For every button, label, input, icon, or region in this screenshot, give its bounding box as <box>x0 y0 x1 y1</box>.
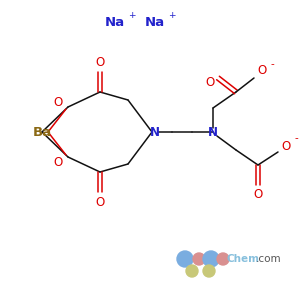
Text: Na: Na <box>105 16 125 28</box>
Circle shape <box>193 253 205 265</box>
Text: O: O <box>95 56 105 68</box>
Circle shape <box>186 265 198 277</box>
Text: N: N <box>208 125 218 139</box>
Text: O: O <box>53 155 63 169</box>
Text: .com: .com <box>256 254 282 264</box>
Circle shape <box>203 251 219 267</box>
Text: +: + <box>128 11 136 20</box>
Text: O: O <box>206 76 214 88</box>
Text: O: O <box>254 188 262 202</box>
Circle shape <box>203 265 215 277</box>
Circle shape <box>217 253 229 265</box>
Text: -: - <box>270 59 274 69</box>
Text: -: - <box>294 133 298 143</box>
Text: Na: Na <box>145 16 165 28</box>
Text: O: O <box>95 196 105 208</box>
Circle shape <box>177 251 193 267</box>
Text: O: O <box>257 64 267 76</box>
Text: O: O <box>281 140 291 152</box>
Text: +: + <box>168 11 176 20</box>
Text: Chem: Chem <box>226 254 260 264</box>
Text: Ba: Ba <box>32 125 52 139</box>
Text: N: N <box>150 125 160 139</box>
Text: O: O <box>53 95 63 109</box>
